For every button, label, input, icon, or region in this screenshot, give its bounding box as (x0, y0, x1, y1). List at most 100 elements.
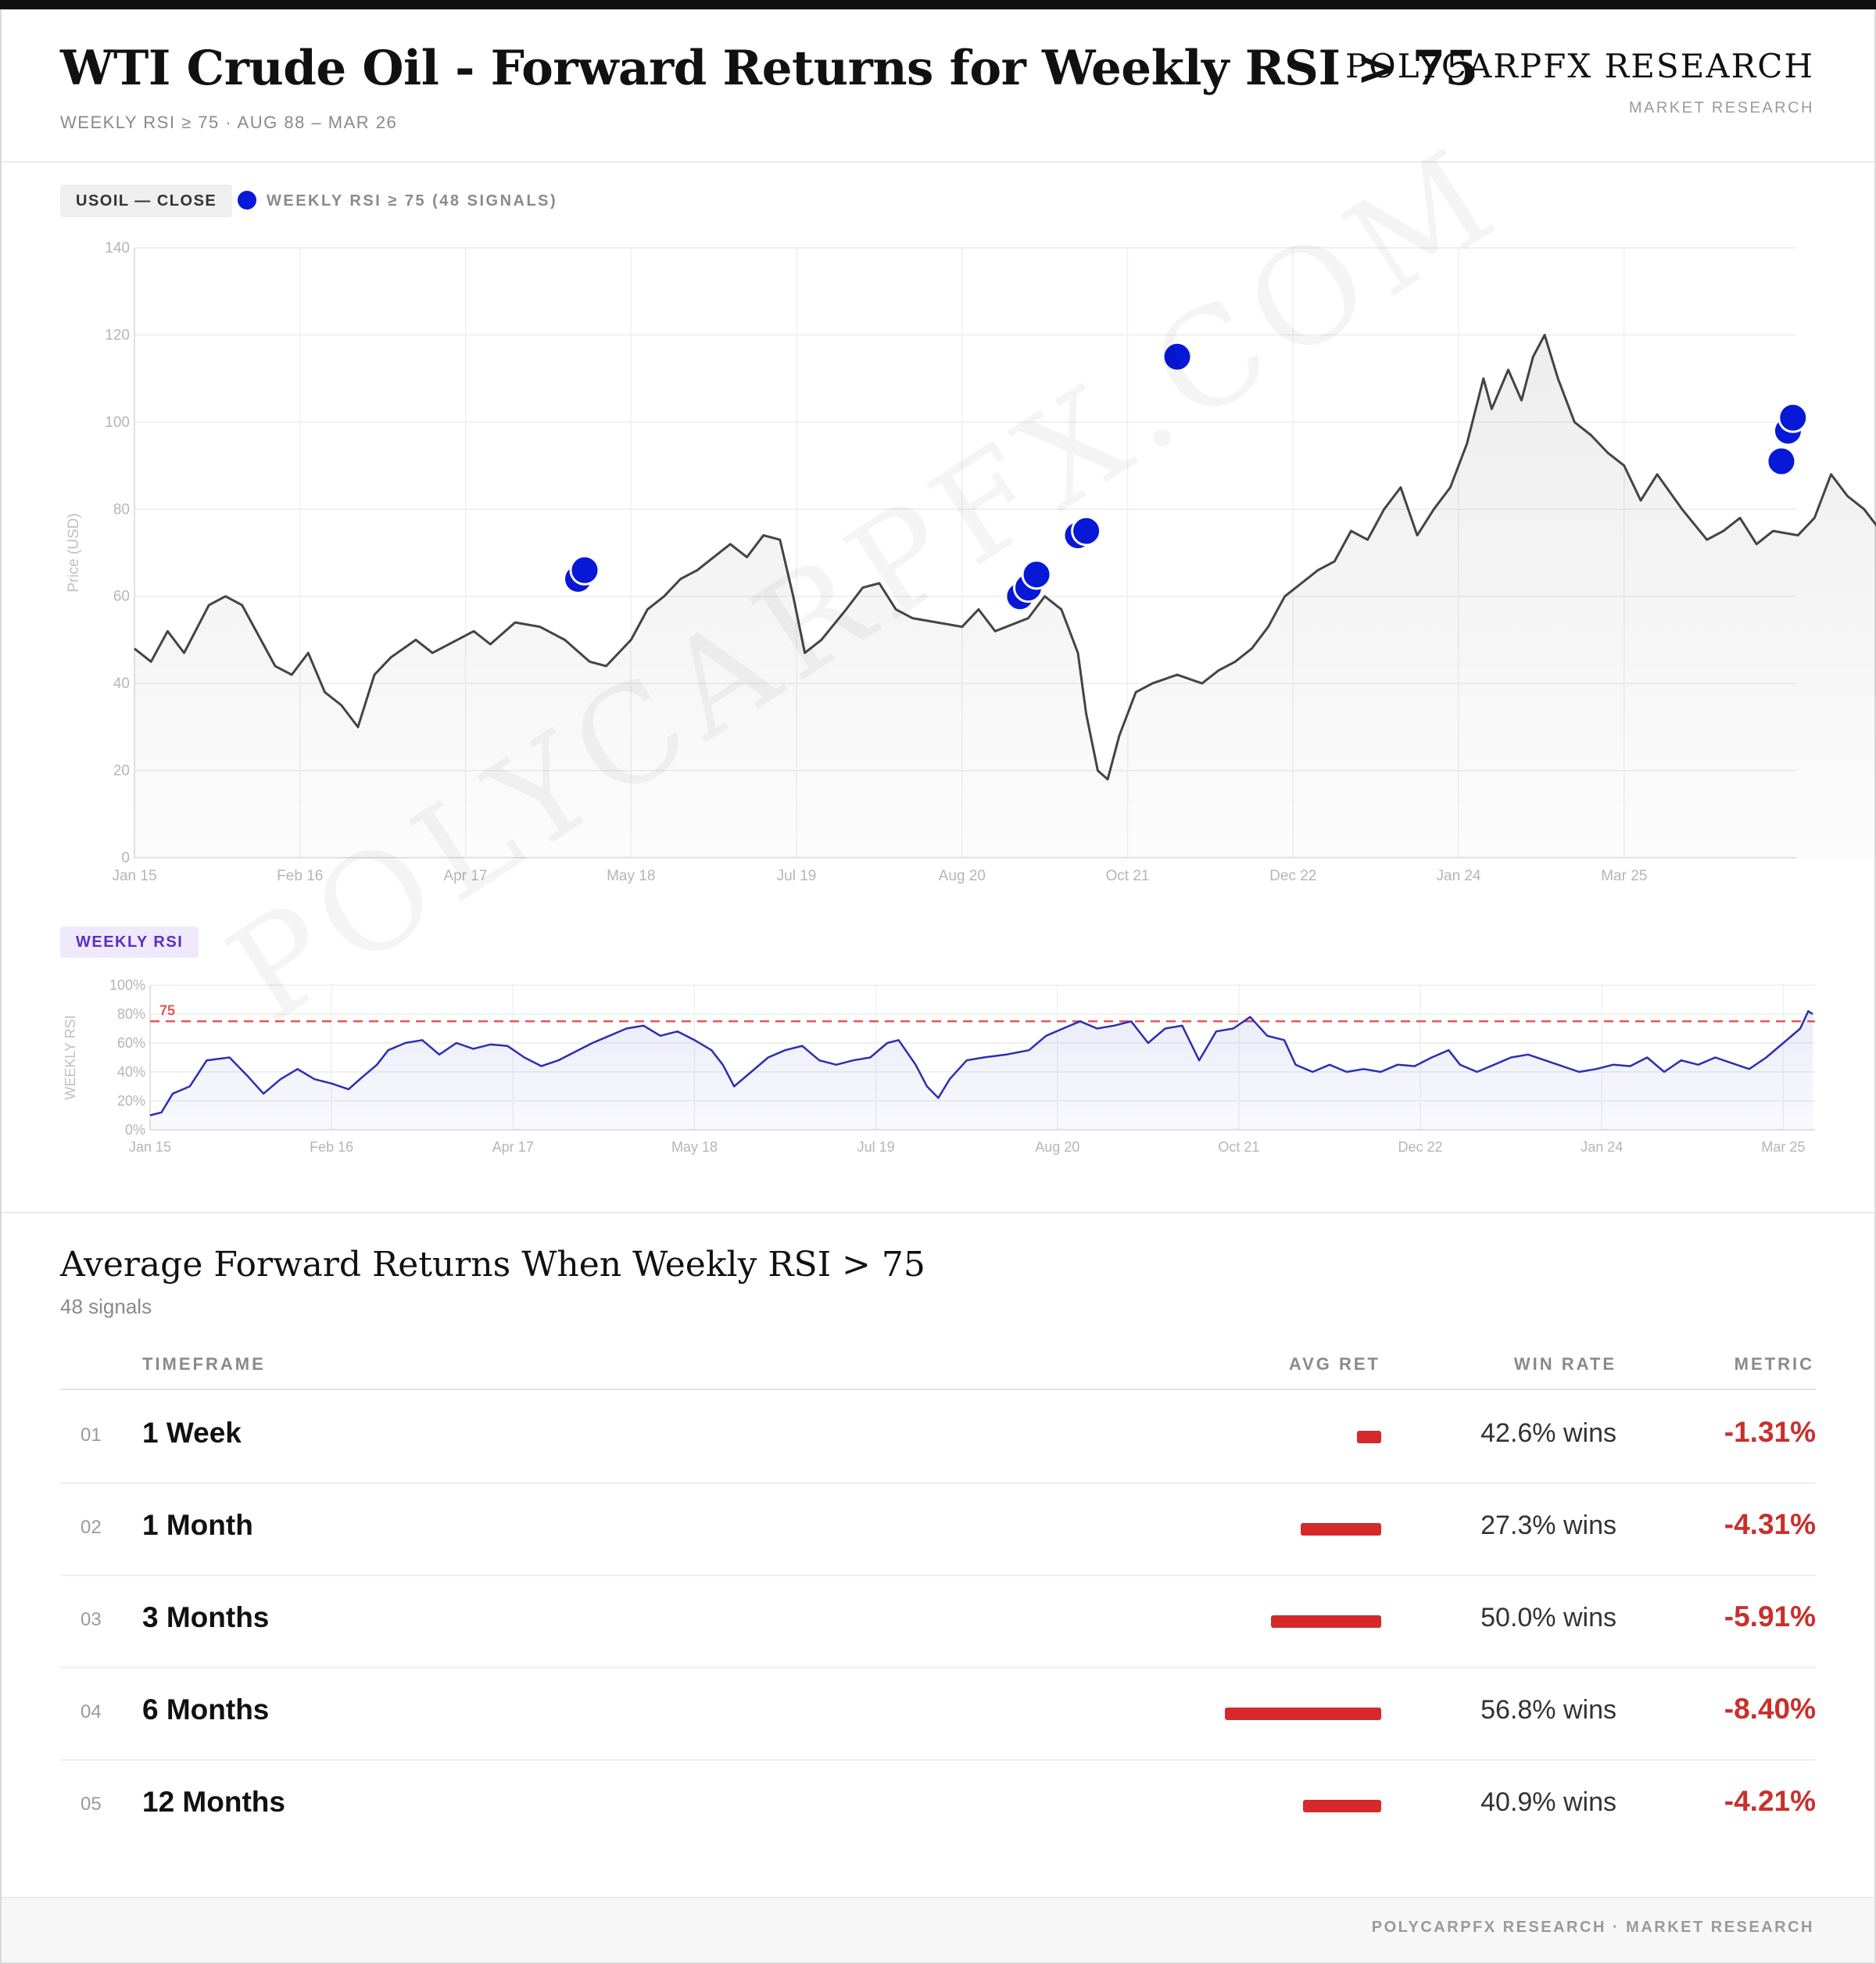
y-tick-label: 40 (113, 676, 130, 692)
signal-legend-label: WEEKLY RSI ≥ 75 (48 SIGNALS) (267, 192, 558, 210)
page-title: WTI Crude Oil - Forward Returns for Week… (60, 41, 1478, 96)
signal-marker (1071, 515, 1102, 547)
x-tick-label: Aug 20 (939, 868, 986, 884)
signal-marker (1162, 341, 1193, 372)
x-tick-label: Oct 21 (1106, 868, 1150, 884)
returns-title: Average Forward Returns When Weekly RSI … (60, 1245, 925, 1285)
row-metric: -5.91% (1724, 1600, 1816, 1632)
footer-text: POLYCARPFX RESEARCH · MARKET RESEARCH (1371, 1919, 1814, 1936)
avg-return-bar (1301, 1523, 1381, 1536)
y-axis-label: WEEKLY RSI (63, 1015, 78, 1099)
price-chart: 0 20 40 60 80 100 120 140 Jan 15 Feb 16 Apr 17 May … (66, 240, 1876, 884)
signal-marker (569, 554, 600, 586)
table-row: 04 6 Months 56.8% wins -8.40% (60, 1667, 1816, 1761)
header-avg-ret: AVG RET (1288, 1354, 1380, 1374)
avg-return-bar (1225, 1708, 1381, 1720)
x-tick-label: Dec 22 (1398, 1139, 1443, 1155)
y-tick-label: 0 (121, 850, 130, 866)
signal-marker (1778, 402, 1809, 433)
row-win-rate: 56.8% wins (1480, 1695, 1616, 1725)
row-win-rate: 42.6% wins (1480, 1418, 1616, 1448)
series-area (150, 1011, 1813, 1130)
y-tick-label: 80 (113, 501, 130, 518)
table-row: 05 12 Months 40.9% wins -4.21% (60, 1759, 1816, 1851)
row-number: 02 (81, 1517, 102, 1538)
table-row: 02 1 Month 27.3% wins -4.31% (60, 1482, 1816, 1576)
header-timeframe: TIMEFRAME (142, 1354, 266, 1374)
x-tick-label: Jan 24 (1581, 1139, 1623, 1155)
row-timeframe: 6 Months (142, 1693, 270, 1726)
series-area (134, 335, 1876, 858)
x-tick-label: Aug 20 (1035, 1139, 1079, 1155)
y-tick-label: 40% (117, 1064, 145, 1080)
table-header-rule (60, 1389, 1816, 1390)
page-subtitle: WEEKLY RSI ≥ 75 · AUG 88 – MAR 26 (60, 113, 398, 132)
x-tick-label: Oct 21 (1218, 1139, 1259, 1155)
x-tick-label: Feb 16 (277, 868, 323, 884)
x-tick-label: May 18 (607, 868, 655, 884)
row-timeframe: 1 Month (142, 1509, 253, 1541)
y-axis-label: Price (USD) (66, 513, 82, 592)
series-line (149, 1010, 1813, 1116)
y-tick-label: 20% (117, 1093, 145, 1109)
returns-subtitle: 48 signals (60, 1295, 152, 1318)
x-tick-label: Apr 17 (492, 1139, 534, 1155)
header-divider (2, 161, 1874, 163)
y-tick-label: 60% (117, 1035, 145, 1051)
y-tick-label: 80% (117, 1006, 145, 1022)
y-tick-label: 100% (109, 977, 145, 993)
brand-subtitle: MARKET RESEARCH (1628, 99, 1814, 116)
x-tick-label: Jul 19 (857, 1139, 895, 1155)
footer: POLYCARPFX RESEARCH · MARKET RESEARCH (2, 1897, 1874, 1962)
section-divider (2, 1212, 1874, 1213)
row-number: 01 (81, 1425, 102, 1446)
row-timeframe: 1 Week (142, 1417, 242, 1449)
brand-name: POLYCARPFX RESEARCH (1344, 47, 1814, 85)
header-win-rate: WIN RATE (1513, 1354, 1616, 1374)
avg-return-bar (1271, 1615, 1381, 1628)
signal-legend-marker (238, 191, 256, 210)
row-number: 04 (81, 1701, 102, 1722)
rsi-chip: WEEKLY RSI (60, 926, 199, 958)
series-line (134, 333, 1876, 781)
signal-marker (1766, 446, 1797, 477)
signal-marker (1021, 559, 1052, 590)
y-tick-label: 0% (125, 1122, 145, 1138)
series-chip: USOIL — CLOSE (60, 185, 233, 217)
x-tick-label: Apr 17 (444, 868, 488, 884)
x-tick-label: Jan 15 (112, 868, 156, 884)
threshold-label: 75 (159, 1002, 175, 1018)
y-tick-label: 100 (105, 414, 130, 431)
x-tick-label: Dec 22 (1269, 868, 1316, 884)
y-tick-label: 20 (113, 763, 130, 780)
top-accent-bar (0, 0, 1876, 9)
table-row: 03 3 Months 50.0% wins -5.91% (60, 1575, 1816, 1668)
y-tick-label: 140 (105, 240, 130, 256)
x-tick-label: May 18 (671, 1139, 718, 1155)
row-win-rate: 27.3% wins (1480, 1511, 1616, 1540)
row-timeframe: 12 Months (142, 1786, 285, 1818)
header-metric: METRIC (1734, 1354, 1814, 1374)
row-win-rate: 50.0% wins (1480, 1603, 1616, 1632)
row-metric: -1.31% (1724, 1416, 1816, 1448)
x-tick-label: Mar 25 (1601, 868, 1647, 884)
x-tick-label: Jan 24 (1437, 868, 1481, 884)
y-tick-label: 60 (113, 589, 130, 605)
row-number: 03 (81, 1609, 102, 1630)
rsi-chart: 0% 20% 40% 60% 80% 100% Jan 15 Feb 16 Apr 17 May … (63, 977, 1815, 1155)
row-number: 05 (81, 1794, 102, 1815)
row-timeframe: 3 Months (142, 1601, 270, 1633)
x-tick-label: Jul 19 (777, 868, 817, 884)
row-metric: -4.31% (1724, 1508, 1816, 1540)
row-win-rate: 40.9% wins (1480, 1787, 1616, 1817)
x-tick-label: Feb 16 (310, 1139, 353, 1155)
avg-return-bar (1303, 1800, 1381, 1812)
row-metric: -4.21% (1724, 1785, 1816, 1817)
row-metric: -8.40% (1724, 1693, 1816, 1725)
x-tick-label: Mar 25 (1761, 1139, 1805, 1155)
avg-return-bar (1357, 1431, 1381, 1443)
x-tick-label: Jan 15 (129, 1139, 171, 1155)
y-tick-label: 120 (105, 327, 130, 343)
table-row: 01 1 Week 42.6% wins -1.31% (60, 1390, 1816, 1484)
